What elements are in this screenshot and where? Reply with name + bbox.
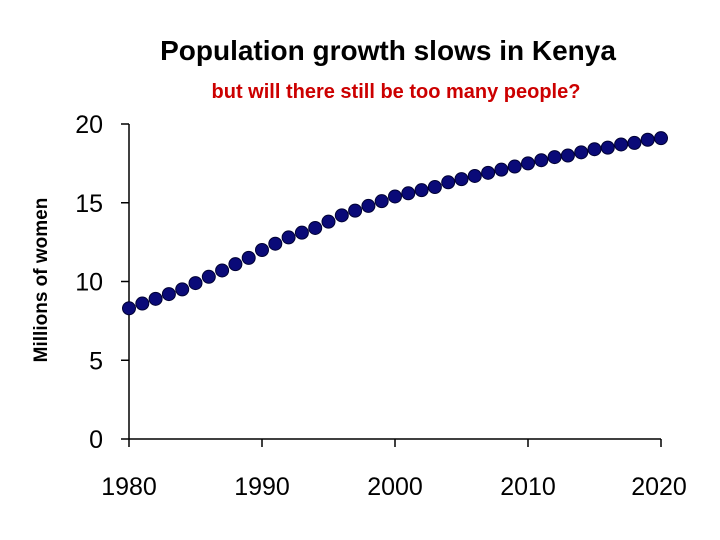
data-point [161, 287, 176, 302]
data-point [255, 243, 269, 257]
data-point [388, 189, 402, 204]
data-point [574, 145, 589, 160]
data-point [281, 230, 296, 245]
x-tick-label: 2010 [500, 473, 556, 501]
data-point [201, 269, 216, 284]
data-point [361, 198, 376, 213]
x-tick-label: 2020 [631, 473, 687, 501]
data-point [175, 282, 190, 297]
data-point [135, 296, 150, 311]
data-point [640, 132, 655, 147]
data-point [241, 250, 256, 265]
data-point [401, 186, 416, 201]
data-point [521, 156, 535, 171]
data-point [215, 263, 230, 278]
data-point [268, 236, 283, 251]
data-point [148, 291, 163, 306]
x-tick-label: 1990 [234, 473, 290, 501]
data-point [454, 172, 469, 187]
chart-title: Population growth slows in Kenya [160, 35, 616, 66]
data-point [427, 180, 442, 194]
data-point [308, 220, 323, 235]
data-point [507, 159, 522, 174]
data-point [228, 257, 243, 272]
data-point [122, 301, 136, 316]
data-point [654, 131, 668, 146]
data-point [467, 168, 482, 183]
y-tick-label: 15 [75, 190, 103, 218]
axes [121, 123, 662, 447]
chart-subtitle: but will there still be too many people? [212, 81, 581, 103]
data-point [547, 150, 562, 165]
y-tick-label: 0 [89, 426, 103, 454]
data-point [534, 153, 549, 168]
data-point [441, 175, 456, 190]
data-point [374, 194, 389, 209]
data-point [414, 183, 429, 198]
data-point [348, 203, 363, 218]
data-point [600, 140, 615, 155]
y-tick-label: 20 [75, 111, 103, 139]
data-point [294, 225, 309, 240]
data-point [627, 135, 642, 150]
data-series [122, 131, 668, 316]
y-tick-label: 5 [89, 347, 103, 375]
y-tick-label: 10 [75, 269, 103, 297]
x-tick-label: 2000 [367, 473, 423, 501]
data-point [481, 165, 496, 180]
data-point [587, 142, 602, 157]
x-tick-labels: 1980 1990 2000 2010 2020 [101, 473, 687, 501]
y-tick-labels: 0 5 10 15 20 [75, 111, 103, 454]
data-point [334, 208, 349, 223]
x-tick-label: 1980 [101, 473, 157, 501]
data-point [188, 276, 203, 291]
data-point [321, 214, 336, 229]
data-point [494, 162, 509, 177]
data-point [560, 148, 575, 163]
data-point [614, 137, 629, 152]
y-axis-label: Millions of women [31, 198, 52, 363]
